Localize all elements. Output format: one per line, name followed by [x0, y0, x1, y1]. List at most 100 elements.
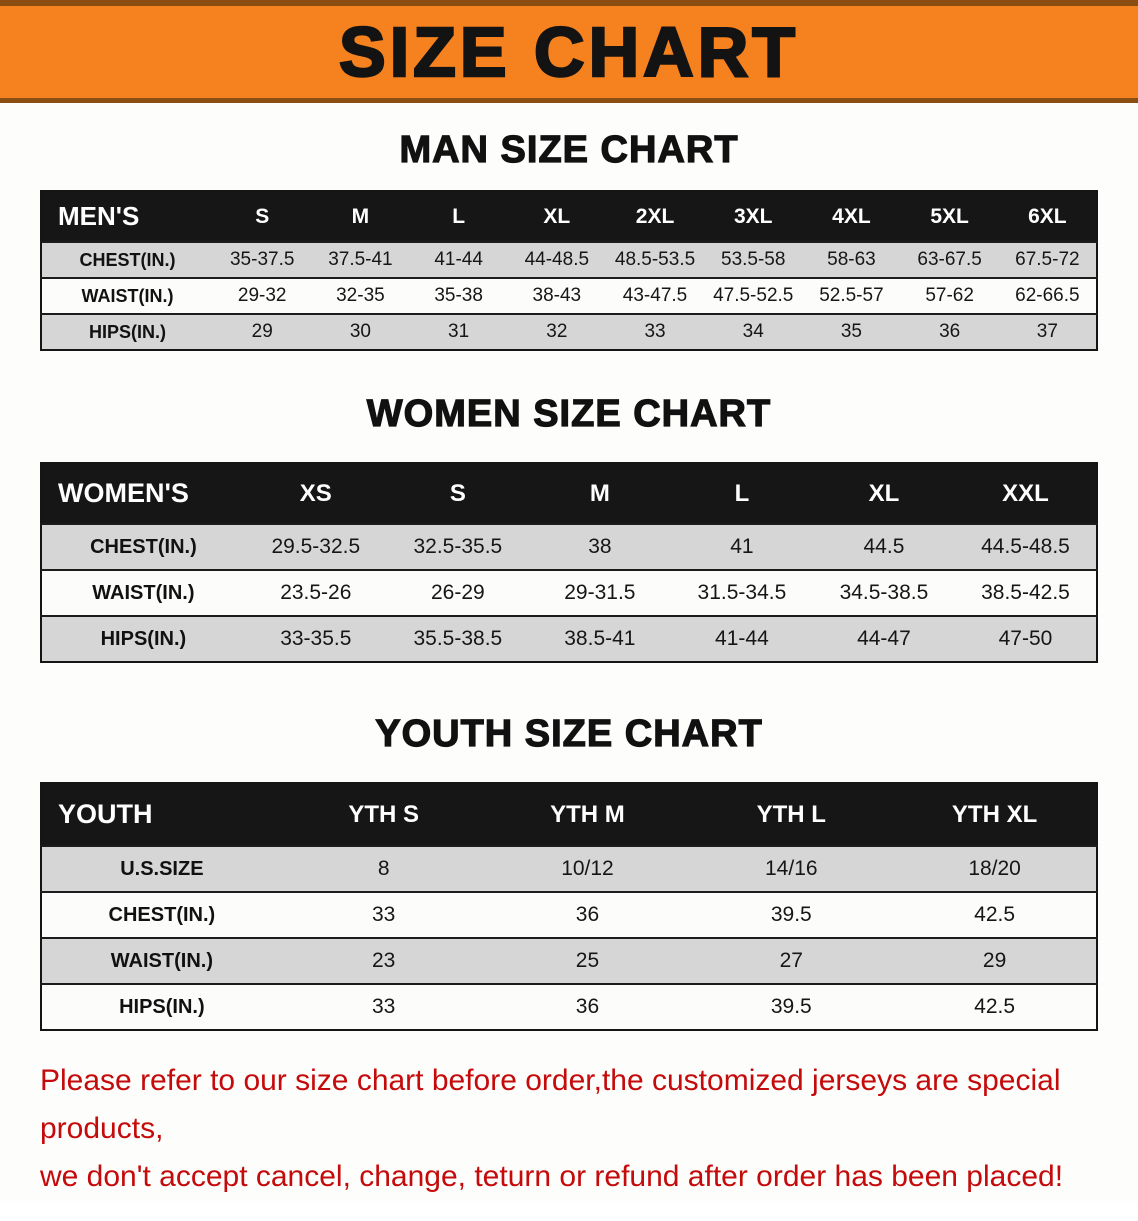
notice-line-1: Please refer to our size chart before or…: [40, 1064, 1061, 1145]
size-value: 10/12: [561, 857, 614, 880]
size-value: 41: [730, 535, 754, 558]
row-label: CHEST(IN.): [79, 249, 176, 270]
measurement-row: HIPS(IN.) 33 36 39.5 42.5: [41, 984, 1097, 1030]
size-value: 37: [1036, 321, 1058, 342]
size-value: 35: [840, 321, 862, 342]
measurement-row: HIPS(IN.) 33-35.5 35.5-38.5 38.5-41 41-44 44-…: [41, 616, 1097, 662]
size-value: 8: [377, 857, 390, 880]
size-value: 29.5-32.5: [271, 535, 361, 558]
size-value: 30: [349, 321, 371, 342]
men-size-section: MAN SIZE CHART MEN'S S M L XL 2XL 3XL 4XL 5XL 6XL…: [0, 128, 1138, 351]
size-column-header: 3XL: [704, 191, 803, 242]
row-label: HIPS(IN.): [100, 627, 187, 650]
size-value: 57-62: [925, 285, 974, 306]
size-value: 63-67.5: [917, 249, 982, 270]
size-column-header: L: [670, 463, 813, 524]
size-value: 52.5-57: [819, 285, 884, 306]
men-section-title: MAN SIZE CHART: [399, 128, 739, 171]
size-value: 36: [575, 903, 600, 926]
size-value: 32.5-35.5: [413, 535, 503, 558]
table-header-row: WOMEN'S XS S M L XL XXL: [41, 463, 1097, 524]
size-column-header: 6XL: [998, 191, 1097, 242]
size-value: 37.5-41: [328, 249, 393, 270]
size-value: 35-38: [434, 285, 483, 306]
size-value: 29-31.5: [564, 581, 636, 604]
size-value: 67.5-72: [1015, 249, 1080, 270]
size-value: 58-63: [827, 249, 876, 270]
size-value: 29: [982, 949, 1007, 972]
table-body: CHEST(IN.) 29.5-32.5 32.5-35.5 38 41 44.5 44.5…: [41, 524, 1097, 662]
size-value: 18/20: [968, 857, 1021, 880]
size-column-header: 4XL: [802, 191, 901, 242]
table-corner-label: MEN'S: [41, 191, 214, 242]
size-column-header: YTH XL: [893, 783, 1097, 846]
size-value: 32: [546, 321, 568, 342]
row-label: CHEST(IN.): [108, 903, 216, 926]
measurement-row: CHEST(IN.) 29.5-32.5 32.5-35.5 38 41 44.5 44.5…: [41, 524, 1097, 570]
size-value: 26-29: [430, 581, 485, 604]
page-title: SIZE CHART: [338, 13, 799, 91]
row-label: WAIST(IN.): [92, 581, 195, 604]
size-value: 44-47: [857, 627, 911, 650]
size-value: 34: [742, 321, 764, 342]
size-value: 39.5: [770, 903, 812, 926]
size-value: 42.5: [974, 903, 1016, 926]
size-value: 35-37.5: [229, 249, 295, 270]
table-body: CHEST(IN.) 35-37.5 37.5-41 41-44 44-48.5 48.5…: [41, 242, 1097, 350]
size-value: 33: [371, 995, 396, 1018]
size-column-header: S: [213, 191, 312, 242]
size-value: 31: [448, 321, 470, 342]
size-column-header: 5XL: [900, 191, 999, 242]
measurement-row: CHEST(IN.) 33 36 39.5 42.5: [41, 892, 1097, 938]
size-column-header: YTH M: [485, 783, 690, 846]
measurement-row: WAIST(IN.) 23.5-26 26-29 29-31.5 31.5-34.5 34…: [41, 570, 1097, 616]
size-value: 38-43: [532, 285, 582, 306]
size-value: 39.5: [770, 995, 812, 1018]
size-column-header: XL: [812, 463, 955, 524]
table-corner-label: YOUTH: [41, 783, 282, 846]
size-value: 35.5-38.5: [413, 627, 503, 650]
size-value: 14/16: [765, 857, 818, 880]
measurement-row: CHEST(IN.) 35-37.5 37.5-41 41-44 44-48.5 48.5…: [41, 242, 1097, 278]
size-column-header: XS: [244, 463, 387, 524]
measurement-row: U.S.SIZE 8 10/12 14/16 18/20: [41, 846, 1097, 892]
size-value: 42.5: [974, 995, 1016, 1018]
size-column-header: 2XL: [605, 191, 705, 242]
size-value: 44.5: [863, 535, 905, 558]
row-label: HIPS(IN.): [89, 321, 167, 342]
size-value: 23: [371, 949, 396, 972]
size-value: 36: [939, 321, 961, 342]
table-body: U.S.SIZE 8 10/12 14/16 18/20 CHEST(IN.) 33 36 39…: [41, 846, 1097, 1030]
measurement-row: HIPS(IN.) 29 30 31 32 33 34 35 36 37: [41, 314, 1097, 350]
measurement-row: WAIST(IN.) 29-32 32-35 35-38 38-43 43-47.5 47.…: [41, 278, 1097, 314]
size-value: 34.5-38.5: [839, 581, 929, 604]
size-value: 33-35.5: [280, 627, 352, 650]
women-size-table: WOMEN'S XS S M L XL XXL CHEST(IN.) 29.5-32.5 32.…: [40, 462, 1098, 663]
youth-section-title: YOUTH SIZE CHART: [375, 712, 763, 755]
size-value: 38.5-41: [564, 627, 636, 650]
size-value: 62-66.5: [1015, 285, 1080, 306]
size-value: 48.5-53.5: [614, 249, 696, 270]
size-column-header: YTH S: [281, 783, 486, 846]
row-label: U.S.SIZE: [120, 857, 204, 880]
size-value: 29-32: [237, 285, 287, 306]
size-column-header: M: [528, 463, 671, 524]
size-value: 33: [644, 321, 666, 342]
size-value: 25: [575, 949, 600, 972]
size-column-header: YTH L: [689, 783, 894, 846]
size-value: 38.5-42.5: [981, 581, 1070, 604]
size-value: 43-47.5: [622, 285, 688, 306]
size-value: 41-44: [715, 627, 769, 650]
size-value: 36: [575, 995, 600, 1018]
size-column-header: XXL: [954, 463, 1097, 524]
women-section-title: WOMEN SIZE CHART: [366, 392, 772, 435]
banner: SIZE CHART: [0, 0, 1138, 103]
youth-size-section: YOUTH SIZE CHART YOUTH YTH S YTH M YTH L YTH…: [0, 712, 1138, 1031]
size-value: 32-35: [336, 285, 385, 306]
women-size-section: WOMEN SIZE CHART WOMEN'S XS S M L XL XXL CHEST…: [0, 392, 1138, 663]
size-value: 47-50: [998, 627, 1053, 650]
size-value: 44-48.5: [524, 249, 590, 270]
size-value: 27: [779, 949, 803, 972]
table-header-row: MEN'S S M L XL 2XL 3XL 4XL 5XL 6XL: [41, 191, 1097, 242]
